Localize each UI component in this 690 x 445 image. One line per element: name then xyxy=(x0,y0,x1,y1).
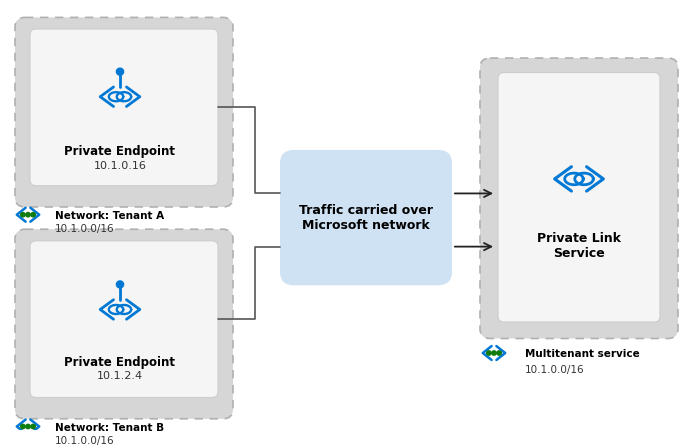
Text: Traffic carried over
Microsoft network: Traffic carried over Microsoft network xyxy=(299,204,433,231)
Circle shape xyxy=(31,425,35,429)
FancyBboxPatch shape xyxy=(280,150,452,285)
Text: Multitenant service: Multitenant service xyxy=(525,349,640,359)
Text: 10.1.0.16: 10.1.0.16 xyxy=(94,161,146,170)
Circle shape xyxy=(117,68,124,75)
Circle shape xyxy=(21,213,25,217)
Text: Private Endpoint: Private Endpoint xyxy=(64,145,175,158)
Circle shape xyxy=(492,351,496,355)
Text: Network: Tenant B: Network: Tenant B xyxy=(55,423,164,433)
Circle shape xyxy=(26,213,30,217)
Text: 10.1.2.4: 10.1.2.4 xyxy=(97,372,143,381)
Circle shape xyxy=(486,351,491,355)
Text: Private Link
Service: Private Link Service xyxy=(537,232,621,260)
Polygon shape xyxy=(575,173,593,185)
Text: 10.1.0.0/16: 10.1.0.0/16 xyxy=(525,364,584,375)
Circle shape xyxy=(117,281,124,288)
Text: Network: Tenant A: Network: Tenant A xyxy=(55,211,164,221)
Circle shape xyxy=(497,351,502,355)
Text: 10.1.0.0/16: 10.1.0.0/16 xyxy=(55,436,115,445)
Polygon shape xyxy=(564,173,583,185)
FancyBboxPatch shape xyxy=(15,17,233,207)
FancyBboxPatch shape xyxy=(30,29,218,186)
Circle shape xyxy=(31,213,35,217)
Text: 10.1.0.0/16: 10.1.0.0/16 xyxy=(55,224,115,235)
FancyBboxPatch shape xyxy=(498,73,660,322)
FancyBboxPatch shape xyxy=(30,241,218,397)
Circle shape xyxy=(21,425,25,429)
Circle shape xyxy=(26,425,30,429)
FancyBboxPatch shape xyxy=(480,58,678,339)
FancyBboxPatch shape xyxy=(15,229,233,419)
Text: Private Endpoint: Private Endpoint xyxy=(64,356,175,369)
